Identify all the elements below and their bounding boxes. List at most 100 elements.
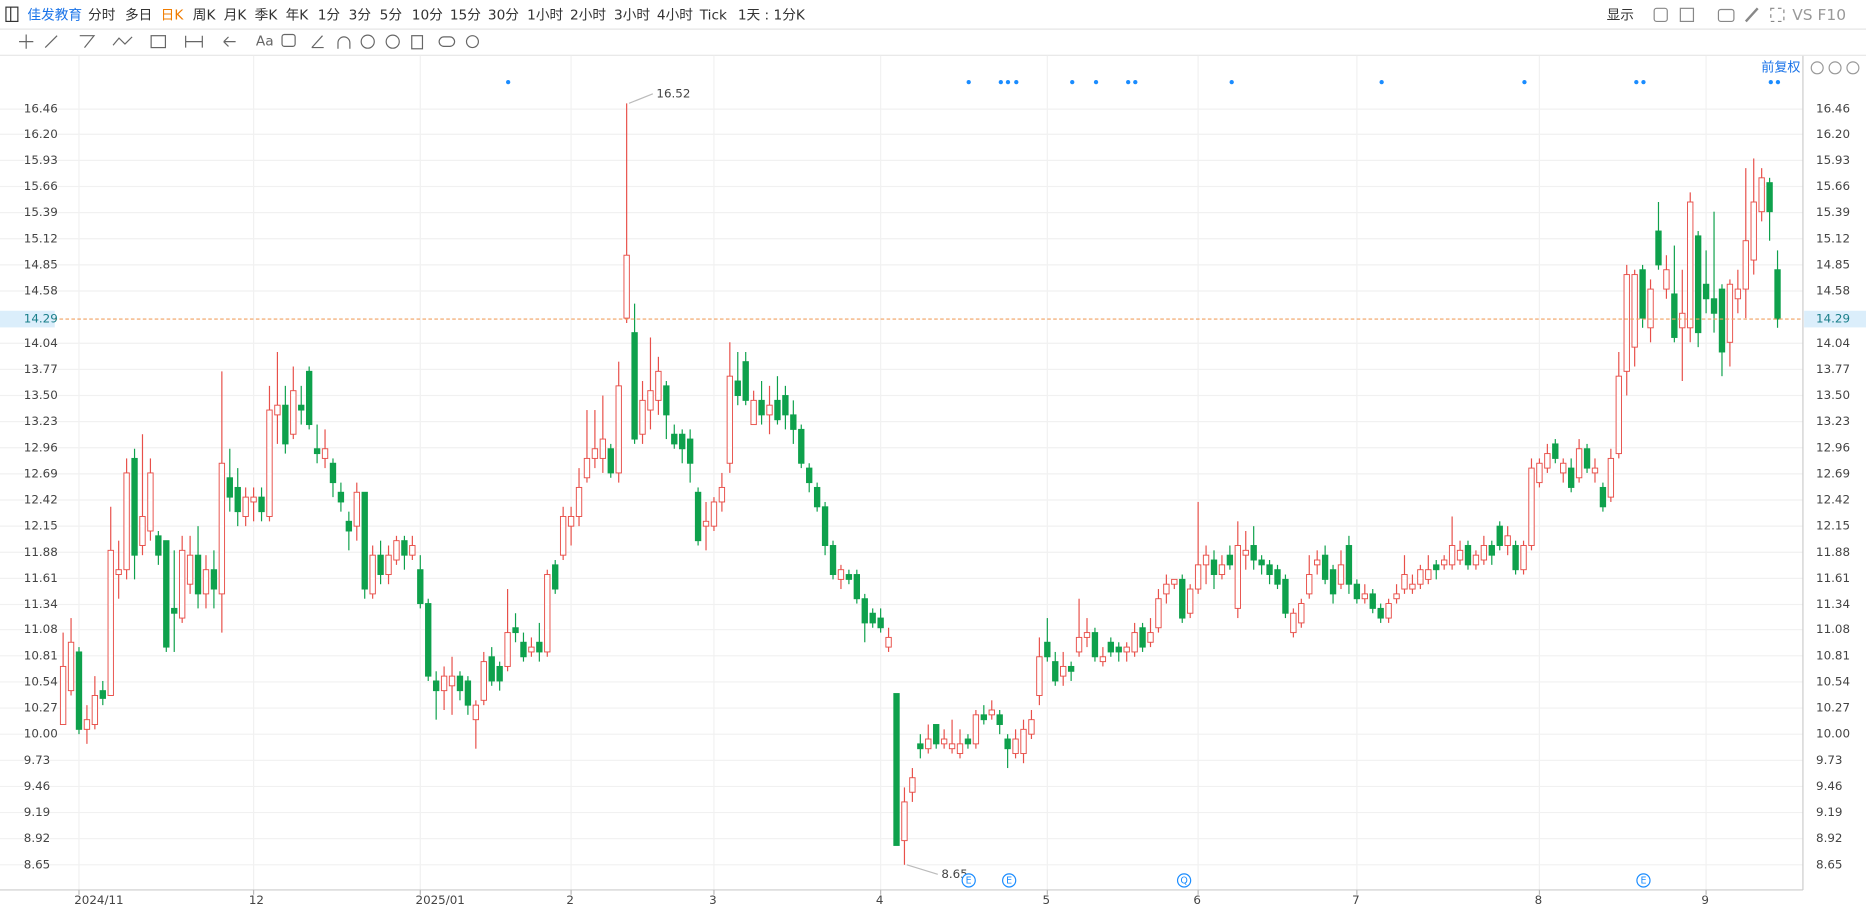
period-tab[interactable]: 多日 xyxy=(125,6,152,23)
period-tab[interactable]: 年K xyxy=(286,7,310,23)
event-dot[interactable] xyxy=(1070,79,1075,85)
event-dot[interactable] xyxy=(1634,79,1639,85)
measure-tool[interactable] xyxy=(150,35,167,49)
candle xyxy=(520,632,527,662)
period-tab[interactable]: 1分 xyxy=(318,7,341,23)
y-tick-label: 9.73 xyxy=(24,753,50,767)
hide-tool[interactable] xyxy=(385,34,400,49)
candle xyxy=(845,569,853,585)
candle xyxy=(1433,560,1440,580)
zoom-in-button[interactable] xyxy=(1846,61,1860,75)
candle xyxy=(1036,637,1043,706)
candle-body xyxy=(1734,288,1742,300)
text-tool[interactable]: Aa xyxy=(256,34,274,50)
period-tab[interactable]: 4小时 xyxy=(657,7,693,23)
period-tab[interactable]: 5分 xyxy=(380,7,403,23)
zoom-out-button[interactable] xyxy=(1828,61,1842,75)
event-dot[interactable] xyxy=(966,79,971,85)
event-dot[interactable] xyxy=(1379,79,1384,85)
magnet-tool[interactable] xyxy=(337,36,351,49)
settings-tool[interactable] xyxy=(465,35,479,49)
candle xyxy=(1210,550,1218,590)
pattern-tool[interactable] xyxy=(112,36,133,46)
candle-body xyxy=(1639,269,1646,319)
event-dot[interactable] xyxy=(1133,79,1138,85)
candle xyxy=(1496,521,1503,551)
candle-body xyxy=(186,554,194,585)
arrow-tool[interactable] xyxy=(223,36,236,47)
event-dot[interactable] xyxy=(998,79,1003,85)
candle xyxy=(361,491,368,599)
candle xyxy=(210,550,218,609)
period-tab[interactable]: 日K xyxy=(161,7,185,23)
event-dot[interactable] xyxy=(1005,79,1011,85)
period-tab[interactable]: 10分 xyxy=(412,7,443,23)
candle-body xyxy=(1599,486,1607,508)
pen-icon[interactable] xyxy=(1744,7,1759,23)
candle-body xyxy=(1234,545,1241,609)
event-dot[interactable] xyxy=(1775,79,1781,85)
period-tab[interactable]: 1小时 xyxy=(527,7,563,23)
event-label[interactable]: E xyxy=(1640,876,1646,887)
event-dot[interactable] xyxy=(1641,79,1646,85)
layout-icon[interactable] xyxy=(1679,7,1695,23)
move-tool[interactable] xyxy=(19,34,34,49)
range-tool[interactable] xyxy=(185,35,203,48)
candle xyxy=(1266,560,1273,585)
angle-tool[interactable] xyxy=(311,35,324,49)
sidebar-toggle[interactable] xyxy=(5,6,19,23)
settings-icon[interactable] xyxy=(1653,7,1668,23)
period-tab[interactable]: 2小时 xyxy=(570,7,606,23)
period-tab[interactable]: 30分 xyxy=(488,7,519,23)
adjustment-label[interactable]: 前复权 xyxy=(1761,58,1800,75)
period-tab[interactable]: 周K xyxy=(193,7,217,23)
event-label[interactable]: E xyxy=(966,876,972,887)
period-tab[interactable]: 月K xyxy=(224,7,248,23)
candle-body xyxy=(488,656,495,682)
event-dot[interactable] xyxy=(1768,79,1773,85)
delete-tool[interactable] xyxy=(411,35,424,50)
fullscreen-icon[interactable] xyxy=(1770,7,1785,23)
candle-body xyxy=(790,414,797,430)
candle-body xyxy=(1290,612,1297,634)
candle-body xyxy=(1655,230,1662,266)
period-tab[interactable]: 分时 xyxy=(88,7,116,23)
event-marker xyxy=(961,873,976,888)
candle-body xyxy=(1044,641,1051,658)
candle-body xyxy=(425,603,432,677)
period-tab[interactable]: Tick xyxy=(699,7,727,23)
event-dot[interactable] xyxy=(1014,79,1019,85)
eye-tool[interactable] xyxy=(360,34,375,49)
compare-f10[interactable]: VS F10 xyxy=(1792,6,1846,24)
candle xyxy=(282,385,289,454)
period-tab[interactable]: 15分 xyxy=(450,7,481,23)
period-tab[interactable]: 3小时 xyxy=(614,7,650,23)
candle xyxy=(1488,540,1495,565)
candle xyxy=(1552,439,1559,464)
y-tick-label: 8.92 xyxy=(24,831,50,845)
period-tab[interactable]: 季K xyxy=(255,7,279,23)
reset-button[interactable] xyxy=(1810,61,1824,75)
candle-body xyxy=(1766,182,1773,213)
display-menu[interactable]: 显示 xyxy=(1607,7,1634,23)
stock-name[interactable]: 佳发教育 xyxy=(27,7,82,23)
event-dot[interactable] xyxy=(506,79,511,85)
event-dot[interactable] xyxy=(1522,79,1527,85)
candle xyxy=(837,564,845,590)
period-selector[interactable]: 1天 : 1分K xyxy=(738,7,806,23)
candle-body xyxy=(1314,559,1321,566)
note-tool[interactable] xyxy=(281,33,296,47)
link-tool[interactable] xyxy=(438,36,456,47)
event-dot[interactable] xyxy=(1126,79,1131,85)
channel-tool[interactable] xyxy=(79,35,96,48)
y-tick-label: 15.12 xyxy=(24,231,58,245)
camera-icon[interactable] xyxy=(1717,8,1735,23)
event-label[interactable]: E xyxy=(1006,876,1012,887)
event-label[interactable]: Q xyxy=(1180,876,1187,887)
event-dot[interactable] xyxy=(1093,79,1099,85)
period-tab[interactable]: 3分 xyxy=(349,7,372,23)
line-tool[interactable] xyxy=(44,35,58,49)
event-dot[interactable] xyxy=(1229,79,1234,85)
candle xyxy=(1163,574,1170,604)
candle-body xyxy=(1020,728,1027,755)
